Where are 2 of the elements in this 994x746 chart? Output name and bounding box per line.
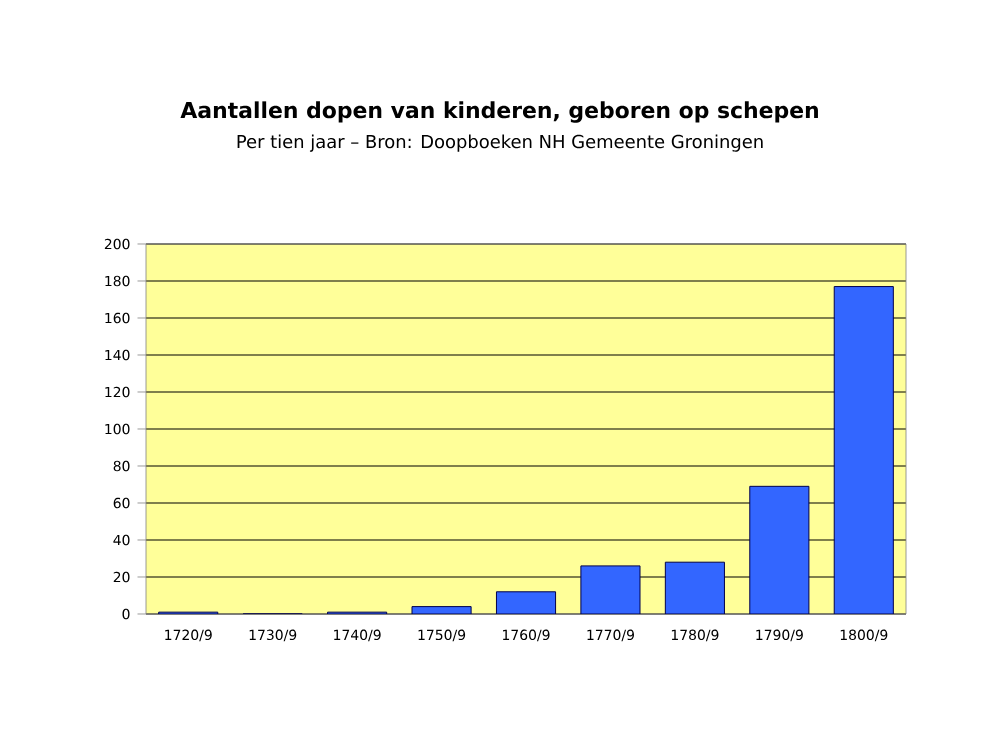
- chart-title: Aantallen dopen van kinderen, geboren op schepen: [180, 101, 818, 123]
- chart-subtitle: Per tien jaar – Bron: Doopboeken NH Gemeente Groningen: [237, 134, 763, 152]
